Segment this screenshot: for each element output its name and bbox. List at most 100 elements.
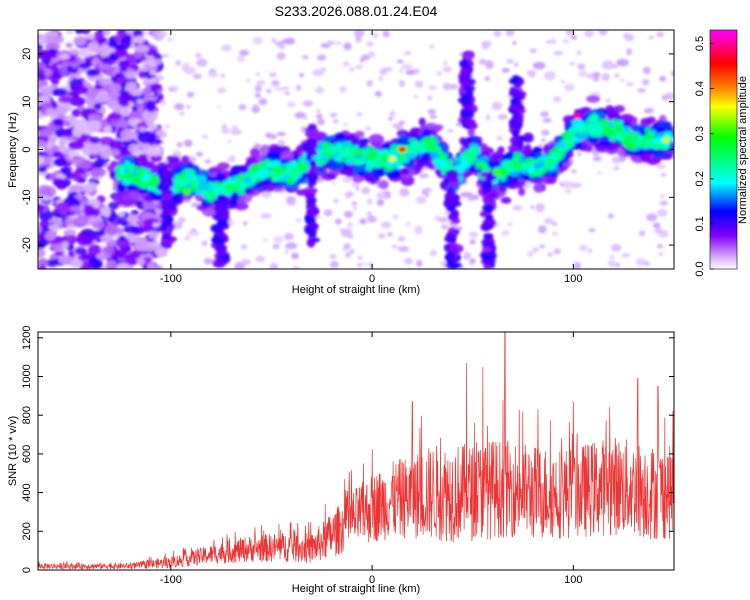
- heatmap-blob: [148, 231, 159, 240]
- heatmap-blob: [160, 100, 167, 106]
- heatmap-blob: [123, 225, 140, 234]
- heatmap-blob: [302, 116, 309, 120]
- heatmap-blob: [355, 186, 360, 191]
- heatmap-blob: [59, 53, 71, 60]
- heatmap-blob: [284, 168, 293, 175]
- heatmap-blob: [445, 197, 455, 207]
- heatmap-blob: [471, 146, 479, 154]
- heatmap-blob: [643, 108, 652, 114]
- heatmap-blob: [129, 190, 139, 199]
- heatmap-blob: [52, 88, 68, 97]
- heatmap-blob: [359, 57, 365, 63]
- heatmap-blob: [642, 66, 651, 75]
- heatmap-blob: [80, 159, 92, 170]
- heatmap-blob: [280, 151, 294, 161]
- heatmap-blob: [259, 163, 268, 168]
- heatmap-blob: [601, 60, 615, 70]
- heatmap-blob: [509, 174, 519, 184]
- heatmap-blob: [107, 41, 118, 48]
- heatmap-blob: [485, 214, 493, 221]
- heatmap-blob: [556, 149, 566, 159]
- heatmap-blob: [69, 96, 86, 107]
- heatmap-blob: [613, 124, 624, 131]
- heatmap-blob: [105, 222, 118, 236]
- heatmap-blob: [154, 146, 160, 152]
- heatmap-blob: [586, 95, 601, 103]
- heatmap-blob: [570, 35, 577, 40]
- heatmap-blob: [166, 170, 173, 177]
- heatmap-blob: [302, 100, 314, 107]
- heatmap-blob: [670, 70, 674, 77]
- heatmap-blob: [405, 69, 416, 76]
- heatmap-blob: [83, 204, 95, 217]
- heatmap-blob: [250, 163, 260, 172]
- heatmap-blob: [652, 222, 661, 228]
- heatmap-blob: [512, 162, 524, 169]
- heatmap-blob: [355, 158, 366, 165]
- heatmap-blob: [378, 233, 386, 239]
- heatmap-blob: [315, 113, 323, 119]
- heatmap-blob: [366, 41, 374, 47]
- heatmap-blob: [620, 78, 625, 82]
- heatmap-blob: [544, 71, 556, 81]
- heatmap-blob: [204, 159, 212, 164]
- heatmap-blob: [38, 209, 54, 222]
- heatmap-blob: [485, 114, 491, 120]
- heatmap-blob: [52, 72, 62, 79]
- heatmap-blob: [415, 196, 427, 204]
- heatmap-blob: [149, 69, 155, 75]
- heatmap-blob: [74, 30, 85, 35]
- heatmap-blob: [656, 31, 664, 38]
- heatmap-blob: [242, 221, 248, 226]
- heatmap-blob: [614, 73, 620, 78]
- heatmap-blob: [136, 98, 144, 105]
- heatmap-blob: [201, 134, 209, 139]
- heatmap-blob: [501, 67, 510, 73]
- heatmap-blob: [141, 143, 150, 152]
- heatmap-blob: [141, 173, 152, 183]
- heatmap-blob: [102, 30, 111, 37]
- heatmap-blob: [163, 193, 173, 201]
- heatmap-blob: [148, 77, 157, 84]
- heatmap-blob: [442, 82, 452, 91]
- heatmap-blob: [270, 160, 282, 169]
- heatmap-blob: [78, 62, 91, 69]
- heatmap-blob: [345, 194, 351, 199]
- heatmap-blob: [86, 69, 96, 77]
- heatmap-blob: [366, 198, 373, 206]
- heatmap-blob: [320, 43, 328, 48]
- heatmap-blob: [188, 230, 200, 237]
- heatmap-blob: [517, 187, 526, 196]
- heatmap-blob: [64, 234, 78, 244]
- heatmap-blob: [428, 85, 437, 90]
- heatmap-blob: [303, 146, 315, 154]
- heatmap-blob: [58, 255, 74, 265]
- heatmap-blob: [205, 193, 213, 200]
- heatmap-blob: [272, 174, 279, 182]
- heatmap-blob: [38, 128, 53, 138]
- heatmap-blob: [182, 62, 190, 68]
- heatmap-blob: [324, 210, 329, 214]
- heatmap-blob: [88, 141, 103, 155]
- heatmap-blob: [65, 105, 73, 112]
- heatmap-blob: [588, 128, 595, 133]
- heatmap-blob: [553, 248, 562, 255]
- heatmap-blob: [99, 145, 112, 160]
- heatmap-blob: [592, 156, 603, 162]
- heatmap-blob: [71, 108, 81, 118]
- heatmap-blob: [72, 126, 83, 138]
- heatmap-blob: [160, 238, 172, 246]
- heatmap-blob: [569, 61, 576, 66]
- heatmap-blob: [116, 262, 130, 269]
- heatmap-blob: [275, 41, 284, 47]
- heatmap-blob: [498, 185, 508, 192]
- heatmap-blob: [445, 172, 458, 183]
- heatmap-blob: [149, 92, 155, 96]
- heatmap-blob: [550, 38, 557, 45]
- heatmap-blob: [227, 218, 234, 226]
- heatmap-blob: [349, 248, 355, 254]
- heatmap-blob: [587, 73, 593, 79]
- heatmap-blob: [546, 252, 554, 257]
- heatmap-blob: [265, 88, 272, 94]
- heatmap-blob: [560, 79, 565, 84]
